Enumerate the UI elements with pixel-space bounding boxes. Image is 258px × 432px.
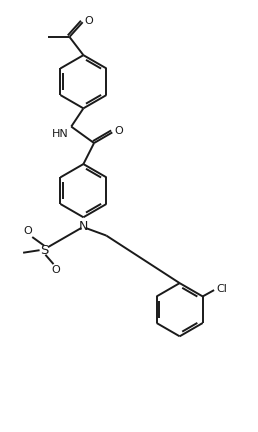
Text: HN: HN bbox=[51, 129, 68, 139]
Text: O: O bbox=[52, 265, 60, 276]
Text: N: N bbox=[79, 220, 88, 233]
Text: O: O bbox=[23, 226, 32, 236]
Text: Cl: Cl bbox=[217, 284, 228, 294]
Text: O: O bbox=[85, 16, 93, 26]
Text: O: O bbox=[114, 126, 123, 136]
Text: S: S bbox=[40, 244, 48, 257]
